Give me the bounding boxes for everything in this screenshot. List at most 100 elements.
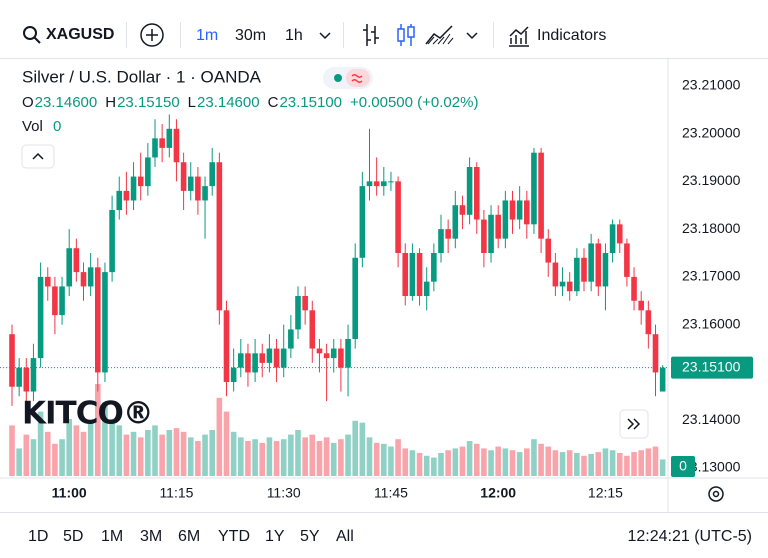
candle-body (266, 348, 273, 363)
candle-body (52, 286, 58, 316)
volume-bar (538, 443, 544, 476)
volume-bar (159, 434, 165, 476)
collapse-button[interactable] (21, 144, 55, 169)
ohlc-key: L (188, 94, 196, 111)
symbol[interactable]: XAGUSD (46, 26, 115, 43)
range-button[interactable]: YTD (218, 528, 250, 545)
indicators-icon[interactable] (507, 24, 531, 48)
candle-body (302, 295, 308, 311)
range-button[interactable]: 1M (101, 528, 124, 545)
volume-bar (130, 431, 137, 476)
x-tick-label: 12:15 (588, 485, 623, 501)
candle-body (166, 128, 173, 148)
x-tick-label: 11:45 (374, 485, 408, 501)
interval[interactable]: 1m (196, 27, 219, 44)
candle-body (16, 367, 22, 387)
volume-bar (16, 448, 22, 476)
candle-body (130, 176, 137, 201)
indicators[interactable]: Indicators (537, 27, 607, 44)
change: +0.00500 (+0.02%) (350, 94, 478, 111)
candle-body (9, 334, 15, 387)
volume-bar (509, 450, 516, 476)
volume-bar (624, 455, 630, 476)
volume-bar (445, 450, 451, 476)
candle-body (581, 257, 587, 282)
volume-bar (631, 452, 637, 476)
search-icon[interactable] (22, 25, 42, 45)
y-tick-label: 23.13000 (682, 459, 741, 475)
candle-body (30, 358, 37, 392)
volume-label: Vol (22, 118, 43, 135)
ohlc-key: C (268, 94, 279, 111)
area-icon[interactable] (424, 22, 456, 48)
candle-body (216, 162, 223, 311)
candle-body (252, 353, 258, 373)
volume-bar (388, 446, 394, 476)
y-tick-label: 23.18000 (682, 220, 741, 236)
ohlc-key: O (22, 94, 34, 111)
volume-bar (73, 425, 80, 476)
ohlc-value: 23.15100 (279, 94, 342, 111)
volume-bar (431, 457, 437, 476)
candle-body (95, 267, 101, 373)
volume-bar (638, 450, 644, 476)
range-button[interactable]: 6M (178, 528, 201, 545)
y-tick-label: 23.21000 (682, 76, 741, 92)
range-button[interactable]: 5D (63, 528, 84, 545)
chevron[interactable] (318, 31, 332, 41)
candle-body (566, 281, 573, 292)
chevron[interactable] (465, 31, 479, 41)
candles-icon[interactable] (395, 22, 417, 48)
range-button[interactable]: 5Y (300, 528, 320, 545)
bars-icon[interactable] (360, 22, 382, 48)
volume-bar (109, 418, 115, 476)
add-symbol[interactable] (139, 22, 165, 48)
volume-bar (602, 448, 609, 476)
candle-body (309, 310, 316, 349)
range-button[interactable]: 3M (140, 528, 163, 545)
volume-bar (209, 430, 215, 476)
volume-bar (402, 448, 409, 476)
volume-bar (123, 434, 130, 476)
volume-bar (545, 446, 552, 476)
volume-bar (524, 448, 530, 476)
interval[interactable]: 30m (235, 27, 267, 44)
legend: Silver / U.S. Dollar · 1 · OANDA O 23.146… (21, 67, 478, 169)
volume-bar (288, 434, 294, 476)
volume-value: 0 (53, 118, 61, 135)
series-title: Silver / U.S. Dollar · 1 · OANDA (22, 67, 262, 86)
candle-body (352, 257, 358, 339)
range-button[interactable]: All (336, 528, 354, 545)
candle-body (345, 338, 351, 368)
interval[interactable]: 1h (285, 27, 303, 44)
candle-body (245, 353, 251, 373)
x-tick-label: 11:15 (159, 485, 193, 501)
volume-bar (216, 397, 223, 476)
range-button[interactable]: 1Y (265, 528, 285, 545)
settings-icon[interactable] (708, 486, 724, 502)
candle-body (338, 348, 344, 368)
candle-body (159, 138, 165, 148)
volume-bar (166, 430, 173, 476)
x-tick-label: 11:00 (52, 485, 87, 501)
volume-bar (495, 446, 501, 476)
candle-body (445, 229, 451, 239)
range-button[interactable]: 1D (28, 528, 49, 545)
volume-bar (581, 455, 587, 476)
last-price-label: 23.15100 (682, 358, 741, 374)
volume-bar (566, 450, 573, 476)
candle-body (588, 243, 594, 282)
clock: 12:24:21 (UTC-5) (627, 528, 753, 545)
candle-body (616, 224, 623, 244)
candle-body (145, 157, 151, 187)
volume-bar (59, 439, 65, 476)
candle-body (509, 200, 516, 220)
candle-body (23, 367, 30, 392)
candle-body (73, 248, 80, 273)
candle-body (230, 367, 237, 382)
candle-body (202, 186, 208, 201)
delay-badge (346, 69, 370, 87)
volume-bar (245, 441, 251, 476)
volume-bar (230, 431, 237, 476)
volume-bar (52, 443, 58, 476)
